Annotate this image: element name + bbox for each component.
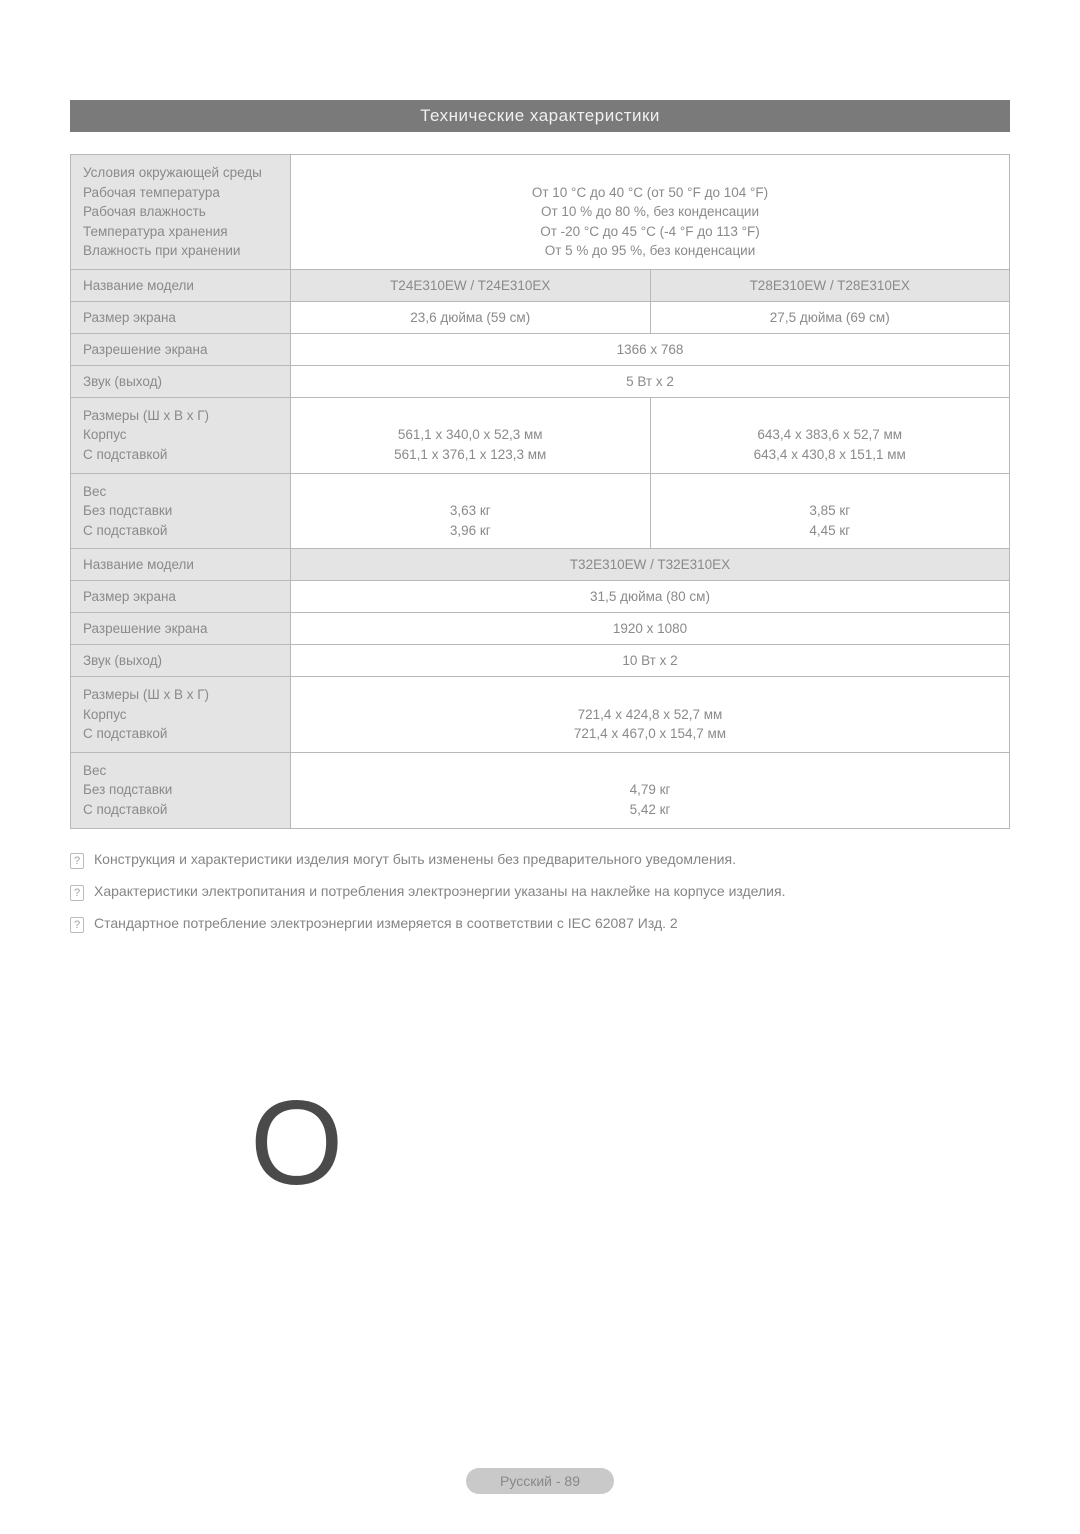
sub-label: Размеры (Ш x В x Г) <box>83 685 278 705</box>
table-row: Размер экрана 23,6 дюйма (59 см) 27,5 дю… <box>71 301 1010 333</box>
cell-value: 23,6 дюйма (59 см) <box>291 301 651 333</box>
spec-table: Условия окружающей среды Рабочая темпера… <box>70 154 1010 829</box>
sub-value <box>303 406 638 426</box>
note-icon: ? <box>70 917 84 933</box>
cell-value: 643,4 x 383,6 x 52,7 мм 643,4 x 430,8 x … <box>650 397 1010 473</box>
env-values: От 10 °С до 40 °С (от 50 °F до 104 °F) О… <box>291 155 1010 270</box>
cell-value: 31,5 дюйма (80 см) <box>291 581 1010 613</box>
table-row: Звук (выход) 10 Вт x 2 <box>71 645 1010 677</box>
note-text: Стандартное потребление электроэнергии и… <box>94 915 678 933</box>
table-row: Вес Без подставки С подставкой 3,63 кг 3… <box>71 473 1010 549</box>
row-label: Звук (выход) <box>71 365 291 397</box>
table-row: Размеры (Ш x В x Г) Корпус С подставкой … <box>71 397 1010 473</box>
sub-value <box>303 761 997 781</box>
env-label: Условия окружающей среды <box>83 163 278 183</box>
sub-value: 561,1 x 376,1 x 123,3 мм <box>303 445 638 465</box>
page-footer: Русский - 89 <box>0 1468 1080 1494</box>
sub-value: 3,85 кг <box>663 501 998 521</box>
env-labels: Условия окружающей среды Рабочая темпера… <box>71 155 291 270</box>
note-icon: ? <box>70 885 84 901</box>
row-label: Размеры (Ш x В x Г) Корпус С подставкой <box>71 397 291 473</box>
row-label: Разрешение экрана <box>71 613 291 645</box>
env-value: От 5 % до 95 %, без конденсации <box>303 241 997 261</box>
model-header: T32E310EW / T32E310EX <box>291 549 1010 581</box>
model-header: T24E310EW / T24E310EX <box>291 269 651 301</box>
note-icon: ? <box>70 853 84 869</box>
cell-value: 27,5 дюйма (69 см) <box>650 301 1010 333</box>
row-label: Звук (выход) <box>71 645 291 677</box>
table-row: Разрешение экрана 1920 x 1080 <box>71 613 1010 645</box>
cell-value: 3,63 кг 3,96 кг <box>291 473 651 549</box>
sub-value: 5,42 кг <box>303 800 997 820</box>
row-label: Размер экрана <box>71 581 291 613</box>
page-title: Технические характеристики <box>70 100 1010 132</box>
env-value <box>303 163 997 183</box>
sub-label: Вес <box>83 482 278 502</box>
row-label: Вес Без подставки С подставкой <box>71 752 291 828</box>
sub-value: 643,4 x 383,6 x 52,7 мм <box>663 425 998 445</box>
table-row: Вес Без подставки С подставкой 4,79 кг 5… <box>71 752 1010 828</box>
sub-label: С подставкой <box>83 521 278 541</box>
sub-value: 643,4 x 430,8 x 151,1 мм <box>663 445 998 465</box>
note-text: Характеристики электропитания и потребле… <box>94 883 785 901</box>
note-item: ? Характеристики электропитания и потреб… <box>70 883 1010 901</box>
notes-section: ? Конструкция и характеристики изделия м… <box>70 851 1010 933</box>
row-label: Название модели <box>71 269 291 301</box>
env-value: От 10 °С до 40 °С (от 50 °F до 104 °F) <box>303 183 997 203</box>
row-label: Вес Без подставки С подставкой <box>71 473 291 549</box>
sub-label: С подставкой <box>83 445 278 465</box>
sub-value: 4,45 кг <box>663 521 998 541</box>
cell-value: 5 Вт x 2 <box>291 365 1010 397</box>
row-label: Разрешение экрана <box>71 333 291 365</box>
sub-value <box>303 482 638 502</box>
env-label: Рабочая температура <box>83 183 278 203</box>
table-row: Размер экрана 31,5 дюйма (80 см) <box>71 581 1010 613</box>
table-row: Разрешение экрана 1366 x 768 <box>71 333 1010 365</box>
note-text: Конструкция и характеристики изделия мог… <box>94 851 736 869</box>
row-label: Размеры (Ш x В x Г) Корпус С подставкой <box>71 677 291 753</box>
note-item: ? Стандартное потребление электроэнергии… <box>70 915 1010 933</box>
sub-label: Корпус <box>83 705 278 725</box>
sub-label: Вес <box>83 761 278 781</box>
table-row: Условия окружающей среды Рабочая темпера… <box>71 155 1010 270</box>
cell-value: 1366 x 768 <box>291 333 1010 365</box>
sub-label: Размеры (Ш x В x Г) <box>83 406 278 426</box>
cell-value: 561,1 x 340,0 x 52,3 мм 561,1 x 376,1 x … <box>291 397 651 473</box>
env-value: От -20 °С до 45 °С (-4 °F до 113 °F) <box>303 222 997 242</box>
table-row: Звук (выход) 5 Вт x 2 <box>71 365 1010 397</box>
env-label: Температура хранения <box>83 222 278 242</box>
footer-text: Русский - 89 <box>466 1468 614 1494</box>
sub-value: 3,63 кг <box>303 501 638 521</box>
cell-value: 1920 x 1080 <box>291 613 1010 645</box>
cell-value: 4,79 кг 5,42 кг <box>291 752 1010 828</box>
sub-value: 4,79 кг <box>303 780 997 800</box>
sub-value: 721,4 x 424,8 x 52,7 мм <box>303 705 997 725</box>
sub-label: Без подставки <box>83 780 278 800</box>
env-label: Рабочая влажность <box>83 202 278 222</box>
sub-value <box>303 685 997 705</box>
table-row: Размеры (Ш x В x Г) Корпус С подставкой … <box>71 677 1010 753</box>
model-header: T28E310EW / T28E310EX <box>650 269 1010 301</box>
sub-value <box>663 406 998 426</box>
env-label: Влажность при хранении <box>83 241 278 261</box>
large-letter: O <box>250 1083 1010 1203</box>
table-row: Название модели T24E310EW / T24E310EX T2… <box>71 269 1010 301</box>
env-value: От 10 % до 80 %, без конденсации <box>303 202 997 222</box>
sub-label: С подставкой <box>83 724 278 744</box>
sub-value: 721,4 x 467,0 x 154,7 мм <box>303 724 997 744</box>
sub-label: Корпус <box>83 425 278 445</box>
row-label: Название модели <box>71 549 291 581</box>
table-row: Название модели T32E310EW / T32E310EX <box>71 549 1010 581</box>
sub-label: С подставкой <box>83 800 278 820</box>
sub-value <box>663 482 998 502</box>
cell-value: 721,4 x 424,8 x 52,7 мм 721,4 x 467,0 x … <box>291 677 1010 753</box>
sub-value: 561,1 x 340,0 x 52,3 мм <box>303 425 638 445</box>
cell-value: 3,85 кг 4,45 кг <box>650 473 1010 549</box>
sub-label: Без подставки <box>83 501 278 521</box>
note-item: ? Конструкция и характеристики изделия м… <box>70 851 1010 869</box>
cell-value: 10 Вт x 2 <box>291 645 1010 677</box>
sub-value: 3,96 кг <box>303 521 638 541</box>
row-label: Размер экрана <box>71 301 291 333</box>
